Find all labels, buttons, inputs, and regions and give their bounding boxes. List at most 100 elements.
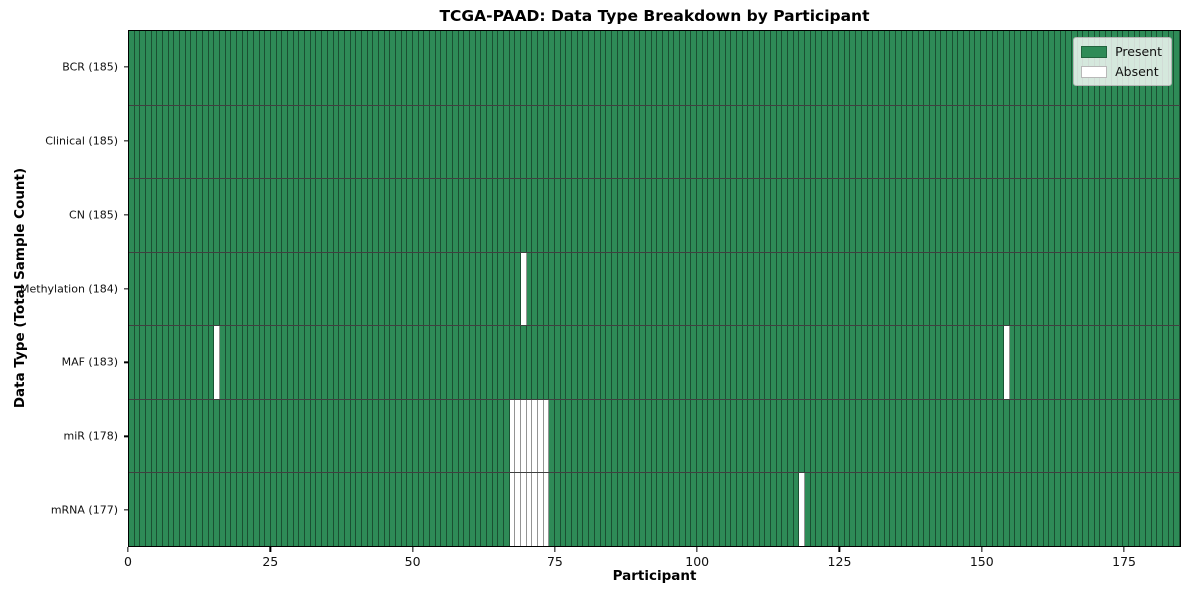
heatmap-cell-present — [367, 179, 374, 252]
heatmap-cell-present — [753, 326, 760, 399]
heatmap-cell-present — [998, 179, 1004, 252]
heatmap-cell-present — [958, 326, 965, 399]
heatmap-cell-present — [930, 105, 936, 179]
heatmap-cell-present — [248, 31, 254, 105]
x-tick-mark — [838, 547, 841, 552]
heatmap-cell-present — [1032, 105, 1038, 179]
heatmap-cell-present — [1043, 399, 1050, 473]
heatmap-cell-present — [589, 31, 595, 105]
heatmap-cell-present — [549, 326, 556, 399]
heatmap-cell-present — [413, 473, 419, 546]
heatmap-cell-present — [202, 326, 209, 399]
heatmap-cell-present — [208, 252, 215, 326]
heatmap-cell-present — [600, 326, 607, 399]
heatmap-cell-present — [532, 326, 539, 399]
heatmap-cell-present — [293, 473, 300, 546]
legend-entry-present: Present — [1081, 44, 1162, 59]
heatmap-cell-present — [878, 179, 885, 252]
heatmap-cell-present — [1174, 252, 1180, 326]
heatmap-cell-present — [1060, 31, 1067, 105]
y-tick-label: Methylation (184) — [20, 282, 118, 295]
heatmap-cell-present — [316, 326, 323, 399]
heatmap-cell-present — [464, 179, 470, 252]
heatmap-cell-absent — [1003, 326, 1010, 399]
heatmap-cell-present — [253, 473, 260, 546]
heatmap-cell-present — [236, 105, 243, 179]
heatmap-cell-present — [725, 105, 732, 179]
heatmap-cell-present — [555, 326, 561, 399]
heatmap-cell-present — [486, 179, 493, 252]
heatmap-cell-present — [668, 179, 675, 252]
heatmap-cell-present — [339, 179, 345, 252]
heatmap-cell-present — [361, 105, 368, 179]
heatmap-cell-absent — [509, 473, 516, 546]
heatmap-cell-absent — [538, 473, 544, 546]
heatmap-cell-present — [589, 252, 595, 326]
heatmap-cell-present — [725, 473, 732, 546]
heatmap-cell-present — [486, 399, 493, 473]
heatmap-cell-present — [1134, 473, 1141, 546]
heatmap-cell-present — [185, 252, 192, 326]
heatmap-cell-present — [1003, 473, 1010, 546]
heatmap-cell-present — [765, 105, 771, 179]
y-tick-mark — [124, 361, 128, 363]
heatmap-cell-present — [515, 31, 521, 105]
heatmap-cell-present — [697, 326, 703, 399]
heatmap-cell-present — [816, 326, 823, 399]
heatmap-cell-present — [589, 326, 595, 399]
heatmap-cell-present — [378, 326, 385, 399]
heatmap-cell-present — [231, 179, 237, 252]
heatmap-cell-present — [1123, 252, 1129, 326]
heatmap-cell-present — [839, 399, 845, 473]
heatmap-cell-present — [219, 399, 226, 473]
heatmap-cell-present — [259, 326, 266, 399]
heatmap-cell-present — [424, 31, 431, 105]
heatmap-cell-present — [333, 252, 340, 326]
heatmap-cell-present — [1066, 179, 1073, 252]
heatmap-cell-present — [1026, 105, 1033, 179]
heatmap-cell-present — [634, 105, 641, 179]
heatmap-cell-present — [560, 179, 567, 252]
heatmap-cell-present — [356, 179, 362, 252]
heatmap-cell-present — [651, 252, 658, 326]
heatmap-cell-present — [299, 473, 306, 546]
heatmap-cell-present — [884, 179, 891, 252]
heatmap-cell-present — [640, 399, 646, 473]
heatmap-cell-present — [129, 179, 135, 252]
heatmap-cell-present — [731, 399, 737, 473]
heatmap-cell-present — [202, 252, 209, 326]
heatmap-cell-present — [492, 399, 499, 473]
heatmap-cell-present — [816, 179, 823, 252]
heatmap-cell-present — [850, 252, 857, 326]
heatmap-cell-present — [867, 105, 874, 179]
heatmap-cell-present — [759, 105, 766, 179]
heatmap-cell-present — [674, 399, 681, 473]
heatmap-cell-present — [594, 179, 601, 252]
heatmap-cell-present — [1037, 252, 1044, 326]
heatmap-cell-present — [469, 105, 476, 179]
heatmap-cell-present — [492, 326, 499, 399]
heatmap-cell-present — [725, 179, 732, 252]
heatmap-cell-present — [1077, 326, 1084, 399]
heatmap-cell-present — [685, 105, 692, 179]
heatmap-cell-present — [907, 399, 913, 473]
heatmap-cell-present — [1140, 179, 1146, 252]
heatmap-cell-present — [725, 31, 732, 105]
heatmap-cell-present — [1077, 252, 1084, 326]
heatmap-cell-present — [299, 326, 306, 399]
heatmap-cell-present — [191, 105, 198, 179]
heatmap-cell-present — [600, 252, 607, 326]
heatmap-cell-present — [151, 326, 158, 399]
heatmap-cell-present — [356, 105, 362, 179]
heatmap-cell-present — [344, 326, 351, 399]
heatmap-cell-present — [1089, 399, 1095, 473]
heatmap-cell-present — [617, 31, 624, 105]
heatmap-cell-present — [157, 252, 164, 326]
heatmap-cell-present — [589, 473, 595, 546]
heatmap-cell-present — [765, 326, 771, 399]
heatmap-cell-present — [702, 252, 709, 326]
heatmap-cell-present — [492, 473, 499, 546]
heatmap-cell-present — [1174, 179, 1180, 252]
heatmap-cell-present — [430, 31, 436, 105]
heatmap-cell-present — [964, 31, 970, 105]
